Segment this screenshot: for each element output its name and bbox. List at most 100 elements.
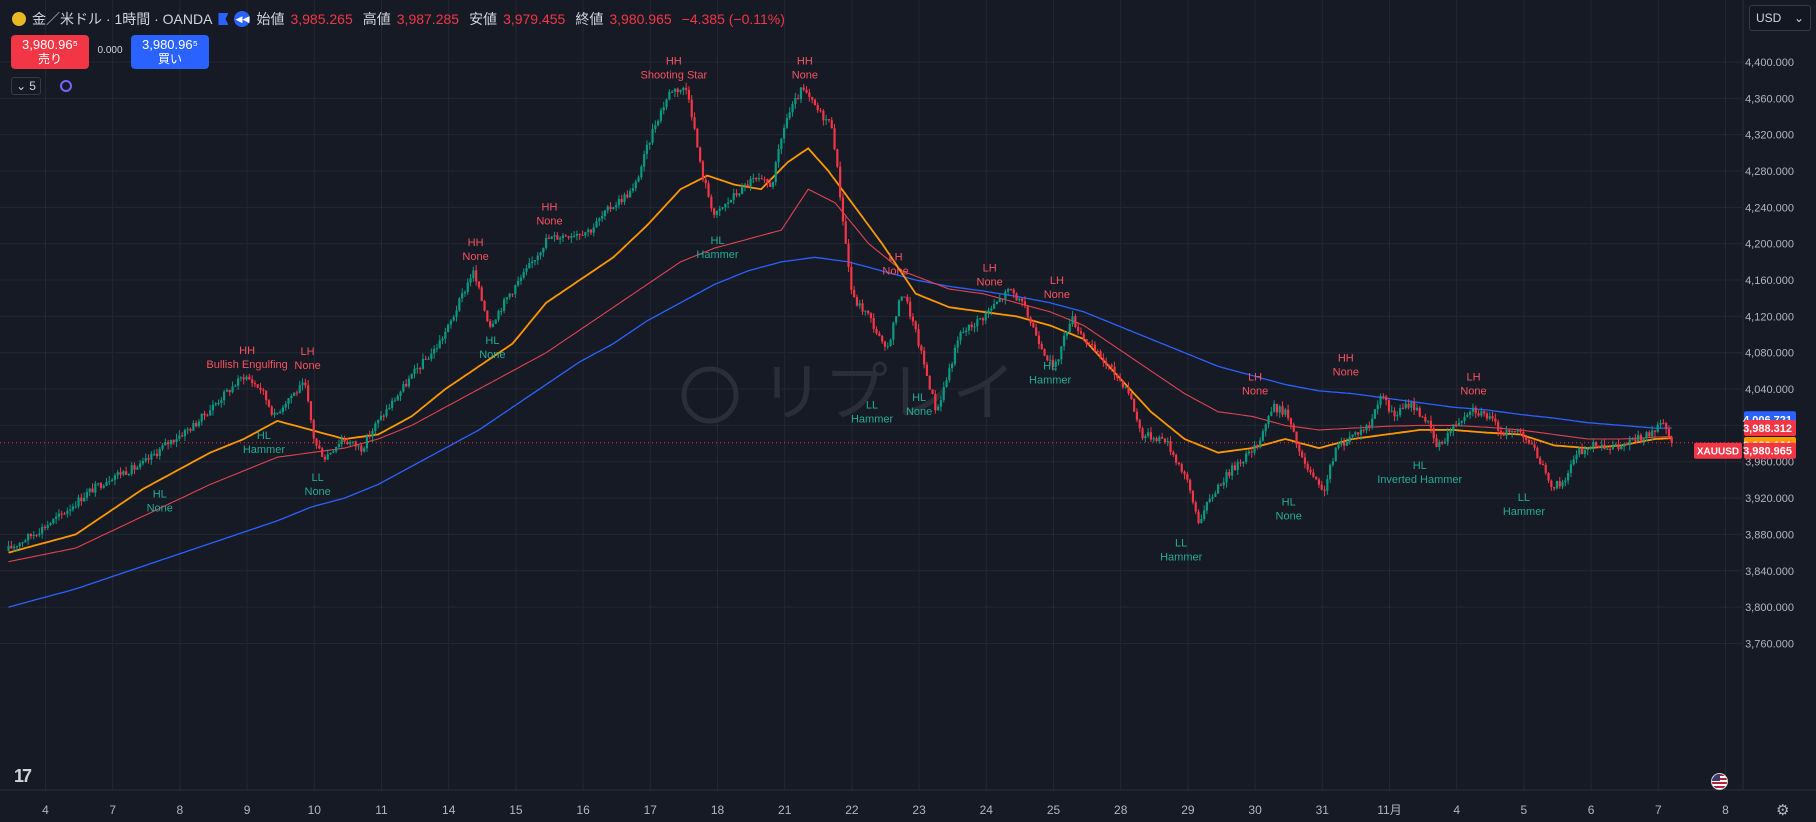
candle-body <box>850 266 853 290</box>
sell-button[interactable]: 3,980.96⁵ 売り <box>11 35 89 69</box>
candle-body <box>94 483 97 493</box>
candle-body <box>1334 448 1337 462</box>
candle-body <box>245 376 248 380</box>
candle-body <box>209 410 212 416</box>
candle-body <box>1012 289 1015 294</box>
price-axis[interactable]: 3,760.000 3,800.000 3,840.000 3,880.000 3,92… <box>1745 57 1794 650</box>
candle-body <box>1043 349 1046 356</box>
candle-body <box>659 110 663 121</box>
candle-body <box>195 422 198 427</box>
swing-annotation-label: HL <box>1413 460 1427 472</box>
y-tick-label: 3,960.000 <box>1745 457 1794 469</box>
candle-body <box>1345 442 1349 446</box>
candle-body <box>248 376 251 380</box>
candle-body <box>869 313 873 319</box>
candle-body <box>1068 324 1071 333</box>
candle-body <box>368 435 371 437</box>
y-tick-label: 4,120.000 <box>1745 311 1794 323</box>
time-axis[interactable]: 4 7 8 9 10 11 14 15 16 17 18 21 22 23 24 25 28 29 30 31 11月 4… <box>42 803 1729 817</box>
candle-body <box>967 324 971 331</box>
candle-body <box>449 320 453 325</box>
swing-annotations: HH Bullish Engulfing LH None HL Hammer HL None L… <box>147 55 1546 563</box>
candle-body <box>620 199 623 203</box>
candle-body <box>631 188 635 191</box>
candle-body <box>757 178 761 180</box>
candle-body <box>1152 438 1155 440</box>
indicator-loading-icon[interactable] <box>60 80 72 92</box>
candle-body <box>1317 479 1321 485</box>
candle-body <box>1343 442 1346 446</box>
swing-annotation-label: None <box>305 486 331 498</box>
candle-body <box>46 525 49 528</box>
candle-body <box>561 235 565 239</box>
candle-body <box>1449 431 1452 434</box>
x-tick-label: 10 <box>308 803 322 817</box>
candle-body <box>1418 407 1421 417</box>
x-tick-label: 9 <box>244 803 251 817</box>
candle-body <box>545 237 548 248</box>
candle-body <box>503 299 506 311</box>
candle-body <box>819 110 822 112</box>
swing-annotation-label: HL <box>1043 360 1057 372</box>
candle-body <box>878 333 881 336</box>
symbol-title[interactable]: 金／米ドル · 1時間 · OANDA <box>32 11 213 27</box>
candle-body <box>1348 436 1351 443</box>
candle-body <box>573 235 576 237</box>
y-tick-label: 3,800.000 <box>1745 602 1794 614</box>
candle-body <box>1385 396 1388 401</box>
candle-body <box>1351 434 1354 437</box>
x-tick-label: 15 <box>509 803 523 817</box>
replay-icon[interactable]: ◀◀ <box>234 11 251 27</box>
candle-body <box>102 485 105 488</box>
candle-body <box>682 87 685 91</box>
candle-body <box>424 358 427 360</box>
tradingview-logo-icon[interactable]: 17 <box>14 766 32 786</box>
x-tick-label: 18 <box>711 803 725 817</box>
buy-button[interactable]: 3,980.96⁵ 買い <box>131 35 209 69</box>
candle-body <box>1522 431 1525 438</box>
indicators-toggle-button[interactable]: ⌄ 5 <box>11 77 41 95</box>
us-flag-icon[interactable] <box>1711 773 1728 790</box>
candle-body <box>444 331 447 339</box>
candle-body <box>15 546 19 548</box>
candle-body <box>1413 402 1416 411</box>
candle-body <box>1469 411 1472 415</box>
currency-select[interactable]: USD ⌄ <box>1749 5 1811 31</box>
candle-body <box>1656 424 1659 432</box>
gear-icon[interactable]: ⚙ <box>1776 802 1790 819</box>
candle-body <box>589 229 593 233</box>
candle-body <box>119 472 122 475</box>
candle-body <box>388 407 391 410</box>
candle-body <box>393 400 397 402</box>
candle-body <box>651 128 654 143</box>
candle-body <box>1631 439 1634 441</box>
candle-body <box>1670 437 1673 443</box>
candle-body <box>606 206 609 211</box>
candle-body <box>332 451 335 453</box>
x-tick-label: 24 <box>980 803 994 817</box>
candle-body <box>379 415 383 420</box>
candle-body <box>326 454 329 460</box>
candle-body <box>791 103 794 113</box>
candle-body <box>183 429 187 437</box>
y-tick-label: 4,240.000 <box>1745 202 1794 214</box>
x-tick-label: 4 <box>42 803 49 817</box>
candle-body <box>24 540 27 543</box>
candle-body <box>1558 481 1561 487</box>
candle-body <box>1665 423 1668 430</box>
candle-body <box>438 340 441 349</box>
candle-body <box>1119 377 1122 381</box>
candle-body <box>1037 335 1041 345</box>
candle-body <box>1242 461 1245 464</box>
candle-body <box>293 392 296 396</box>
candle-body <box>634 181 637 189</box>
x-tick-label: 29 <box>1181 803 1195 817</box>
candle-body <box>273 412 276 415</box>
candle-body <box>35 534 38 536</box>
flag-icon[interactable] <box>218 13 229 25</box>
candle-body <box>290 395 293 399</box>
candle-body <box>993 304 996 309</box>
candle-body <box>181 435 184 437</box>
candle-body <box>1105 361 1108 365</box>
